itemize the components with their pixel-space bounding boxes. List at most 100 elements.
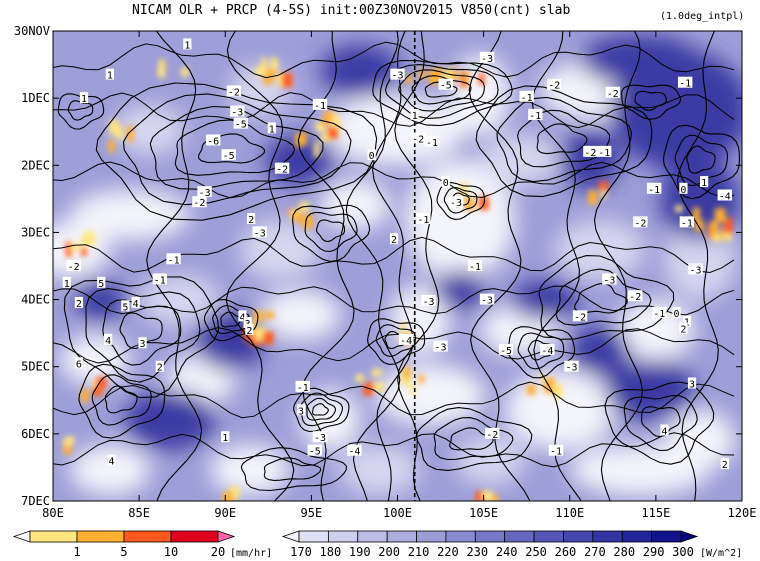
contour-line [475,85,653,198]
olr-cloud-blob [320,180,390,230]
contour-label-box [479,51,495,63]
contour-label: -1 [168,255,180,266]
precip-cell [363,382,374,396]
precip-cell [478,73,485,85]
contour-label: -3 [481,296,493,307]
contour-line [574,283,628,314]
contour-label: 4 [109,457,115,468]
precip-cell [428,69,436,85]
olr-cbar-segment [357,530,388,543]
olr-cbar-label: 300 [672,545,694,559]
contour-label: 4 [133,299,139,310]
contour-label-box [104,333,113,345]
olr-cbar-label: 180 [320,545,342,559]
contour-line [292,204,371,262]
contour-line [449,427,494,451]
contour-label-box [652,307,667,318]
contour-label-box [572,310,588,322]
precip-cell [281,72,293,88]
contour-line [95,82,378,221]
olr-cbar-label: 240 [496,545,518,559]
contour-label: 2 [722,460,728,471]
contour-label: -3 [689,265,701,276]
y-tick-label: 4DEC [21,293,50,307]
precip-cell [63,438,72,446]
contour-line [311,403,329,416]
contour-label: -2 [193,198,205,209]
precip-cell [181,67,189,77]
contour-label-box [410,108,419,120]
x-axis: 80E 85E 90E 95E 100E 105E 110E 115E 120E [42,31,756,520]
contour-label-box [246,213,256,224]
contour-label: 0 [369,151,375,162]
contour-label-box [138,337,147,349]
olr-cbar-label: 220 [437,545,459,559]
contour-label-box [389,233,399,245]
contour-label-box [646,182,662,194]
y-tick-label: 7DEC [21,494,50,508]
contour-label-box [528,108,543,120]
olr-cbar-segment [504,530,535,543]
precip-cell [262,331,274,345]
contour-label-box [66,260,81,271]
olr-mid-blob [555,220,645,280]
contour-label: -1 [598,148,610,159]
precip-cell [331,113,339,121]
olr-cbar-label: 290 [643,545,665,559]
contour-label-box [205,134,221,146]
contour-label-box [687,377,697,389]
contour-label-box [312,98,328,110]
x-tick-label: 115E [641,506,670,520]
precip-cell [553,384,563,399]
contour-line [53,161,735,199]
contour-line [527,339,554,361]
olr-cbar-label: 250 [525,545,547,559]
contour-label-box [221,149,236,161]
prcp-cbar-label: 5 [120,545,127,559]
olr-clear-blob [125,390,215,450]
precip-cell [714,208,726,223]
contour-label: 2 [246,326,252,337]
chart-note: (1.0deg_intpl) [660,11,744,22]
olr-cbar-segment [327,530,359,543]
olr-cbar-arrow-high [680,530,699,543]
prcp-cbar-label: 1 [73,545,80,559]
contour-line [146,31,203,501]
contour-line [53,236,735,274]
precip-cell [255,66,263,77]
y-tick-label: 1DEC [21,91,50,105]
contour-line [436,182,486,220]
precip-cell [96,377,107,389]
contour-line [174,119,296,176]
olr-cbar-label: 190 [349,545,371,559]
contour-label-box [605,86,621,98]
contour-label-box [660,424,669,436]
contour-line [443,187,478,214]
contour-label-box [230,105,245,117]
olr-cbar-segment [474,530,506,543]
precip-cell [109,120,120,135]
x-tick-label: 120E [728,506,757,520]
contour-label: 4 [239,312,245,323]
contour-label: -2 [276,165,288,176]
y-tick-label: 6DEC [21,427,50,441]
contour-label-box [519,90,534,102]
olr-cbar-segment [592,530,623,543]
precip-cell [224,491,233,501]
contour-label-box [547,78,562,90]
contour-label-box [233,117,248,129]
contour-label-box [155,360,164,372]
precip-cell [261,58,267,75]
contour-label-box [679,182,688,194]
contour-label-box [717,189,732,201]
contour-label: -4 [400,336,412,347]
precip-cell [314,142,320,158]
olr-cbar-segment [621,530,653,543]
contour-label: 3 [689,380,695,391]
contour-label: 6 [76,359,82,370]
olr-cloud-blob [375,365,485,425]
contour-line [677,31,719,501]
contour-label: 0 [443,178,449,189]
contour-label: -4 [541,346,553,357]
